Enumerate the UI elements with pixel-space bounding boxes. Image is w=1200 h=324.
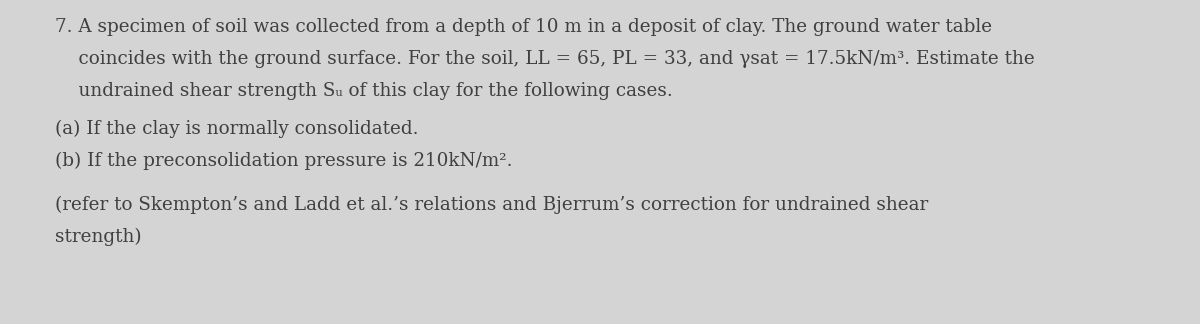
Text: (a) If the clay is normally consolidated.: (a) If the clay is normally consolidated… bbox=[55, 120, 419, 138]
Text: undrained shear strength Sᵤ of this clay for the following cases.: undrained shear strength Sᵤ of this clay… bbox=[55, 82, 673, 100]
Text: coincides with the ground surface. For the soil, LL = 65, PL = 33, and γsat = 17: coincides with the ground surface. For t… bbox=[55, 50, 1034, 68]
Text: (b) If the preconsolidation pressure is 210kN/m².: (b) If the preconsolidation pressure is … bbox=[55, 152, 512, 170]
Text: 7. A specimen of soil was collected from a depth of 10 m in a deposit of clay. T: 7. A specimen of soil was collected from… bbox=[55, 18, 992, 36]
Text: (refer to Skempton’s and Ladd et al.’s relations and Bjerrum’s correction for un: (refer to Skempton’s and Ladd et al.’s r… bbox=[55, 196, 929, 214]
Text: strength): strength) bbox=[55, 228, 142, 246]
